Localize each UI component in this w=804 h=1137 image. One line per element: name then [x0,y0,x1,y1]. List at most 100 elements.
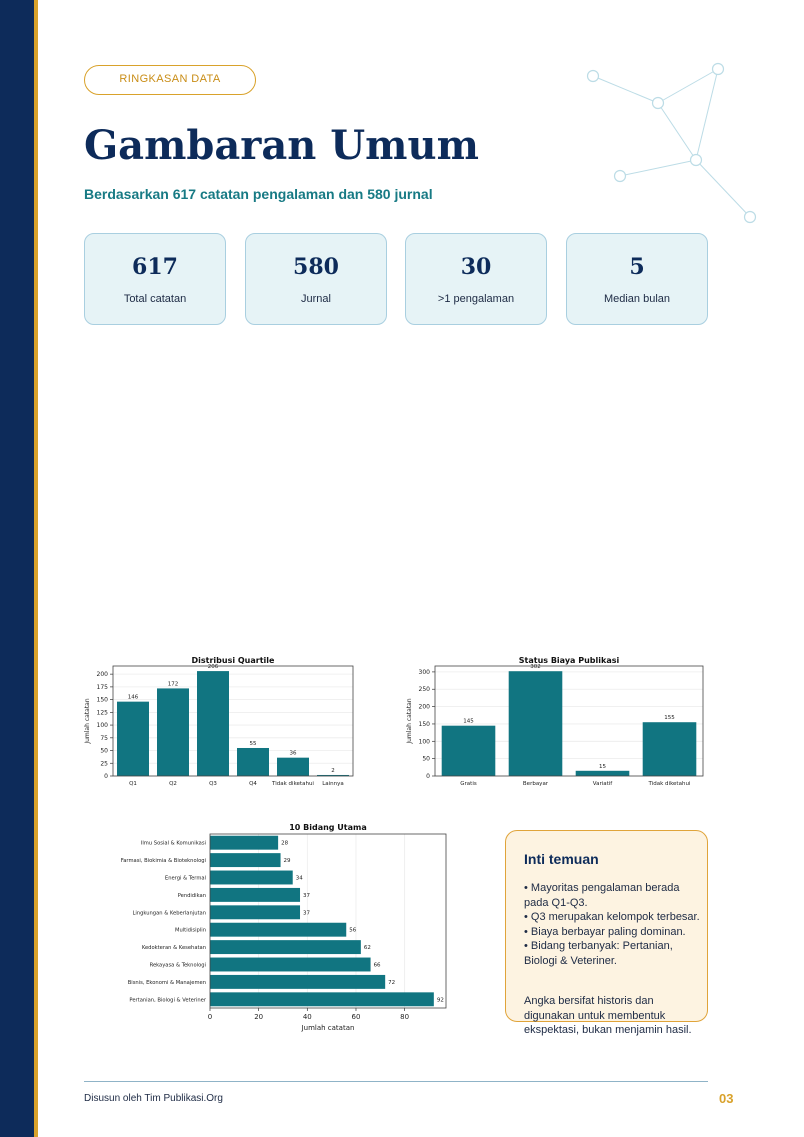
insight-point: • Q3 merupakan kelompok terbesar. [524,911,700,923]
chart-cost: 0 50 100 150 200 250 300 145 Gratis 302 Berbayar 15… [406,656,704,787]
bar [210,853,281,868]
bar [277,757,309,776]
y-tick-label: 0 [426,773,430,780]
bar [441,725,496,776]
chart-title: Status Biaya Publikasi [519,656,620,665]
bar [237,747,269,776]
bar [197,671,229,776]
y-tick-label: 175 [97,684,109,691]
y-tick-label: Energi & Termal [165,876,206,882]
left-accent-bar [0,0,34,1137]
data-label: 66 [374,963,381,969]
insight-title: Inti temuan [524,851,599,867]
y-tick-label: Ilmu Sosial & Komunikasi [141,841,206,847]
stat-label: >1 pengalaman [437,293,515,305]
insight-box: Inti temuan • Mayoritas pengalaman berad… [505,830,708,1036]
bar [210,870,293,885]
bar [508,671,563,776]
y-tick-label: 50 [422,756,430,763]
data-label: 37 [303,910,310,916]
data-label: 72 [388,980,395,986]
y-tick-label: Multidisiplin [175,928,206,934]
bar [210,957,371,972]
bar [317,774,349,776]
data-label: 146 [128,695,139,701]
bar [210,992,434,1007]
y-tick-label: Rekayasa & Teknologi [150,963,206,969]
x-tick-label: 20 [254,1013,263,1021]
chart-fields: 0 20 40 60 80 28 Ilmu Sosial & Komunikasi 29 Far… [121,823,447,1032]
data-label: 206 [208,664,219,670]
y-tick-label: Farmasi, Biokimia & Bioteknologi [121,858,206,864]
bar [210,835,279,850]
x-tick-label: Tidak diketahui [648,781,691,787]
plot-frame [112,665,354,777]
x-tick-label: Variatif [593,781,614,787]
data-label: 36 [290,751,297,757]
bar [210,922,347,937]
chart-quartile: 0 25 50 75 100 125 150 175 200 146 Q1 172 Q2 206 Q3 55 Q… [84,656,354,787]
x-tick-label: Gratis [460,781,477,787]
stat-label: Total catatan [123,293,187,305]
y-tick-label: 75 [100,735,108,742]
page-number: 03 [719,1091,734,1106]
y-tick-label: 200 [419,704,431,711]
network-decoration [586,62,757,224]
data-label: 145 [463,719,474,725]
data-label: 302 [530,664,541,670]
bar [642,722,697,776]
data-label: 56 [349,928,356,934]
data-label: 15 [599,764,606,770]
plot-frame [209,833,447,1009]
stat-card-median: 5 Median bulan [566,233,708,325]
stat-value: 580 [293,254,339,280]
bar [117,701,149,776]
y-axis-label: Jumlah catatan [406,698,413,745]
bar [575,770,630,776]
bar [210,887,301,902]
x-tick-label: Q3 [209,781,217,787]
stat-card-total: 617 Total catatan [84,233,226,325]
y-tick-label: 150 [97,697,109,704]
stat-value: 30 [460,254,492,280]
x-tick-label: 60 [352,1013,361,1021]
y-tick-label: 200 [97,671,109,678]
data-label: 92 [437,997,444,1003]
data-label: 2 [331,768,335,774]
insight-point: • Biaya berbayar paling dominan. [524,925,686,938]
data-label: 37 [303,893,310,899]
chart-title: Distribusi Quartile [192,656,276,665]
x-axis-label: Jumlah catatan [301,1024,355,1032]
x-tick-label: 40 [303,1013,312,1021]
y-tick-label: 25 [100,760,108,767]
data-label: 55 [250,741,257,747]
y-tick-label: 100 [419,738,431,745]
y-tick-label: Kedokteran & Kesehatan [142,945,206,951]
x-tick-label: Tidak diketahui [271,781,314,787]
y-tick-label: 300 [419,669,431,676]
insight-points: • Mayoritas pengalaman berada pada Q1-Q3… [524,881,706,968]
x-tick-label: 80 [400,1013,409,1021]
bar [210,905,301,920]
data-label: 29 [284,858,291,864]
data-label: 62 [364,945,371,951]
page-subtitle: Berdasarkan 617 catatan pengalaman dan 5… [84,186,433,202]
stat-value: 617 [132,254,178,280]
data-label: 172 [168,681,179,687]
y-tick-label: Lingkungan & Keberlanjutan [132,910,206,916]
y-tick-label: 150 [419,721,431,728]
plot-frame [434,665,704,777]
insight-point: • Bidang terbanyak: Pertanian, Biologi &… [524,940,673,967]
x-tick-label: 0 [208,1013,212,1021]
y-tick-label: 50 [100,748,108,755]
y-tick-label: 125 [97,709,109,716]
stat-label: Jurnal [301,293,331,305]
x-tick-label: Q2 [169,781,177,787]
data-label: 34 [296,876,303,882]
stat-card-journals: 580 Jurnal [245,233,387,325]
y-tick-label: 100 [97,722,109,729]
x-tick-label: Berbayar [523,781,549,787]
insight-point: • Mayoritas pengalaman berada pada Q1-Q3… [524,882,680,909]
y-tick-label: 250 [419,686,431,693]
x-tick-label: Q1 [129,781,137,787]
